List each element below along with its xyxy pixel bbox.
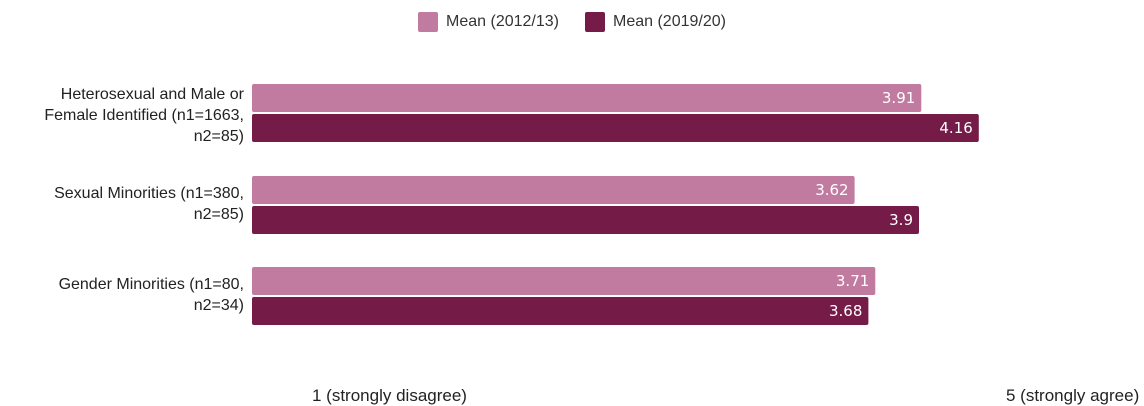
bar-sexual-minorities-series-2 <box>252 206 919 234</box>
category-label-line: Gender Minorities (n1=80, <box>58 276 244 293</box>
category-label-heterosexual: Heterosexual and Male or Female Identifi… <box>44 84 244 147</box>
bar-value-label: 3.71 <box>836 272 869 290</box>
legend-item-2019: Mean (2019/20) <box>585 12 726 32</box>
bar-value-label: 3.68 <box>829 302 862 320</box>
legend-swatch-2012 <box>418 12 439 32</box>
category-label-line: Female Identified (n1=1663, <box>44 107 244 124</box>
bar-value-label: 3.91 <box>882 89 915 107</box>
legend-label-2012: Mean (2012/13) <box>446 13 559 30</box>
category-label-line: n2=85) <box>193 128 244 145</box>
bar-heterosexual-series-2 <box>252 114 979 142</box>
bar-sexual-minorities-series-1 <box>252 176 855 204</box>
category-label-line: n2=85) <box>193 206 244 223</box>
bar-value-label: 3.9 <box>889 211 913 229</box>
bar-heterosexual-series-1 <box>252 84 922 112</box>
legend-item-2012: Mean (2012/13) <box>418 12 559 32</box>
category-label-line: Sexual Minorities (n1=380, <box>54 185 244 202</box>
bar-gender-minorities-series-2 <box>252 297 869 325</box>
legend-swatch-2019 <box>585 12 605 32</box>
category-label-sexual-minorities: Sexual Minorities (n1=380, n2=85) <box>54 183 244 225</box>
x-axis-max-label: 5 (strongly agree) <box>1006 386 1140 405</box>
bar-gender-minorities-series-1 <box>252 267 876 295</box>
x-axis-min-label: 1 (strongly disagree) <box>312 386 467 405</box>
category-label-gender-minorities: Gender Minorities (n1=80, n2=34) <box>59 274 244 316</box>
bar-value-label: 3.62 <box>815 181 848 199</box>
category-label-line: Heterosexual and Male or <box>60 86 244 103</box>
legend-label-2019: Mean (2019/20) <box>613 13 726 30</box>
legend: Mean (2012/13) Mean (2019/20) <box>0 12 1144 32</box>
bar-value-label: 4.16 <box>939 119 972 137</box>
category-label-line: n2=34) <box>193 297 244 314</box>
